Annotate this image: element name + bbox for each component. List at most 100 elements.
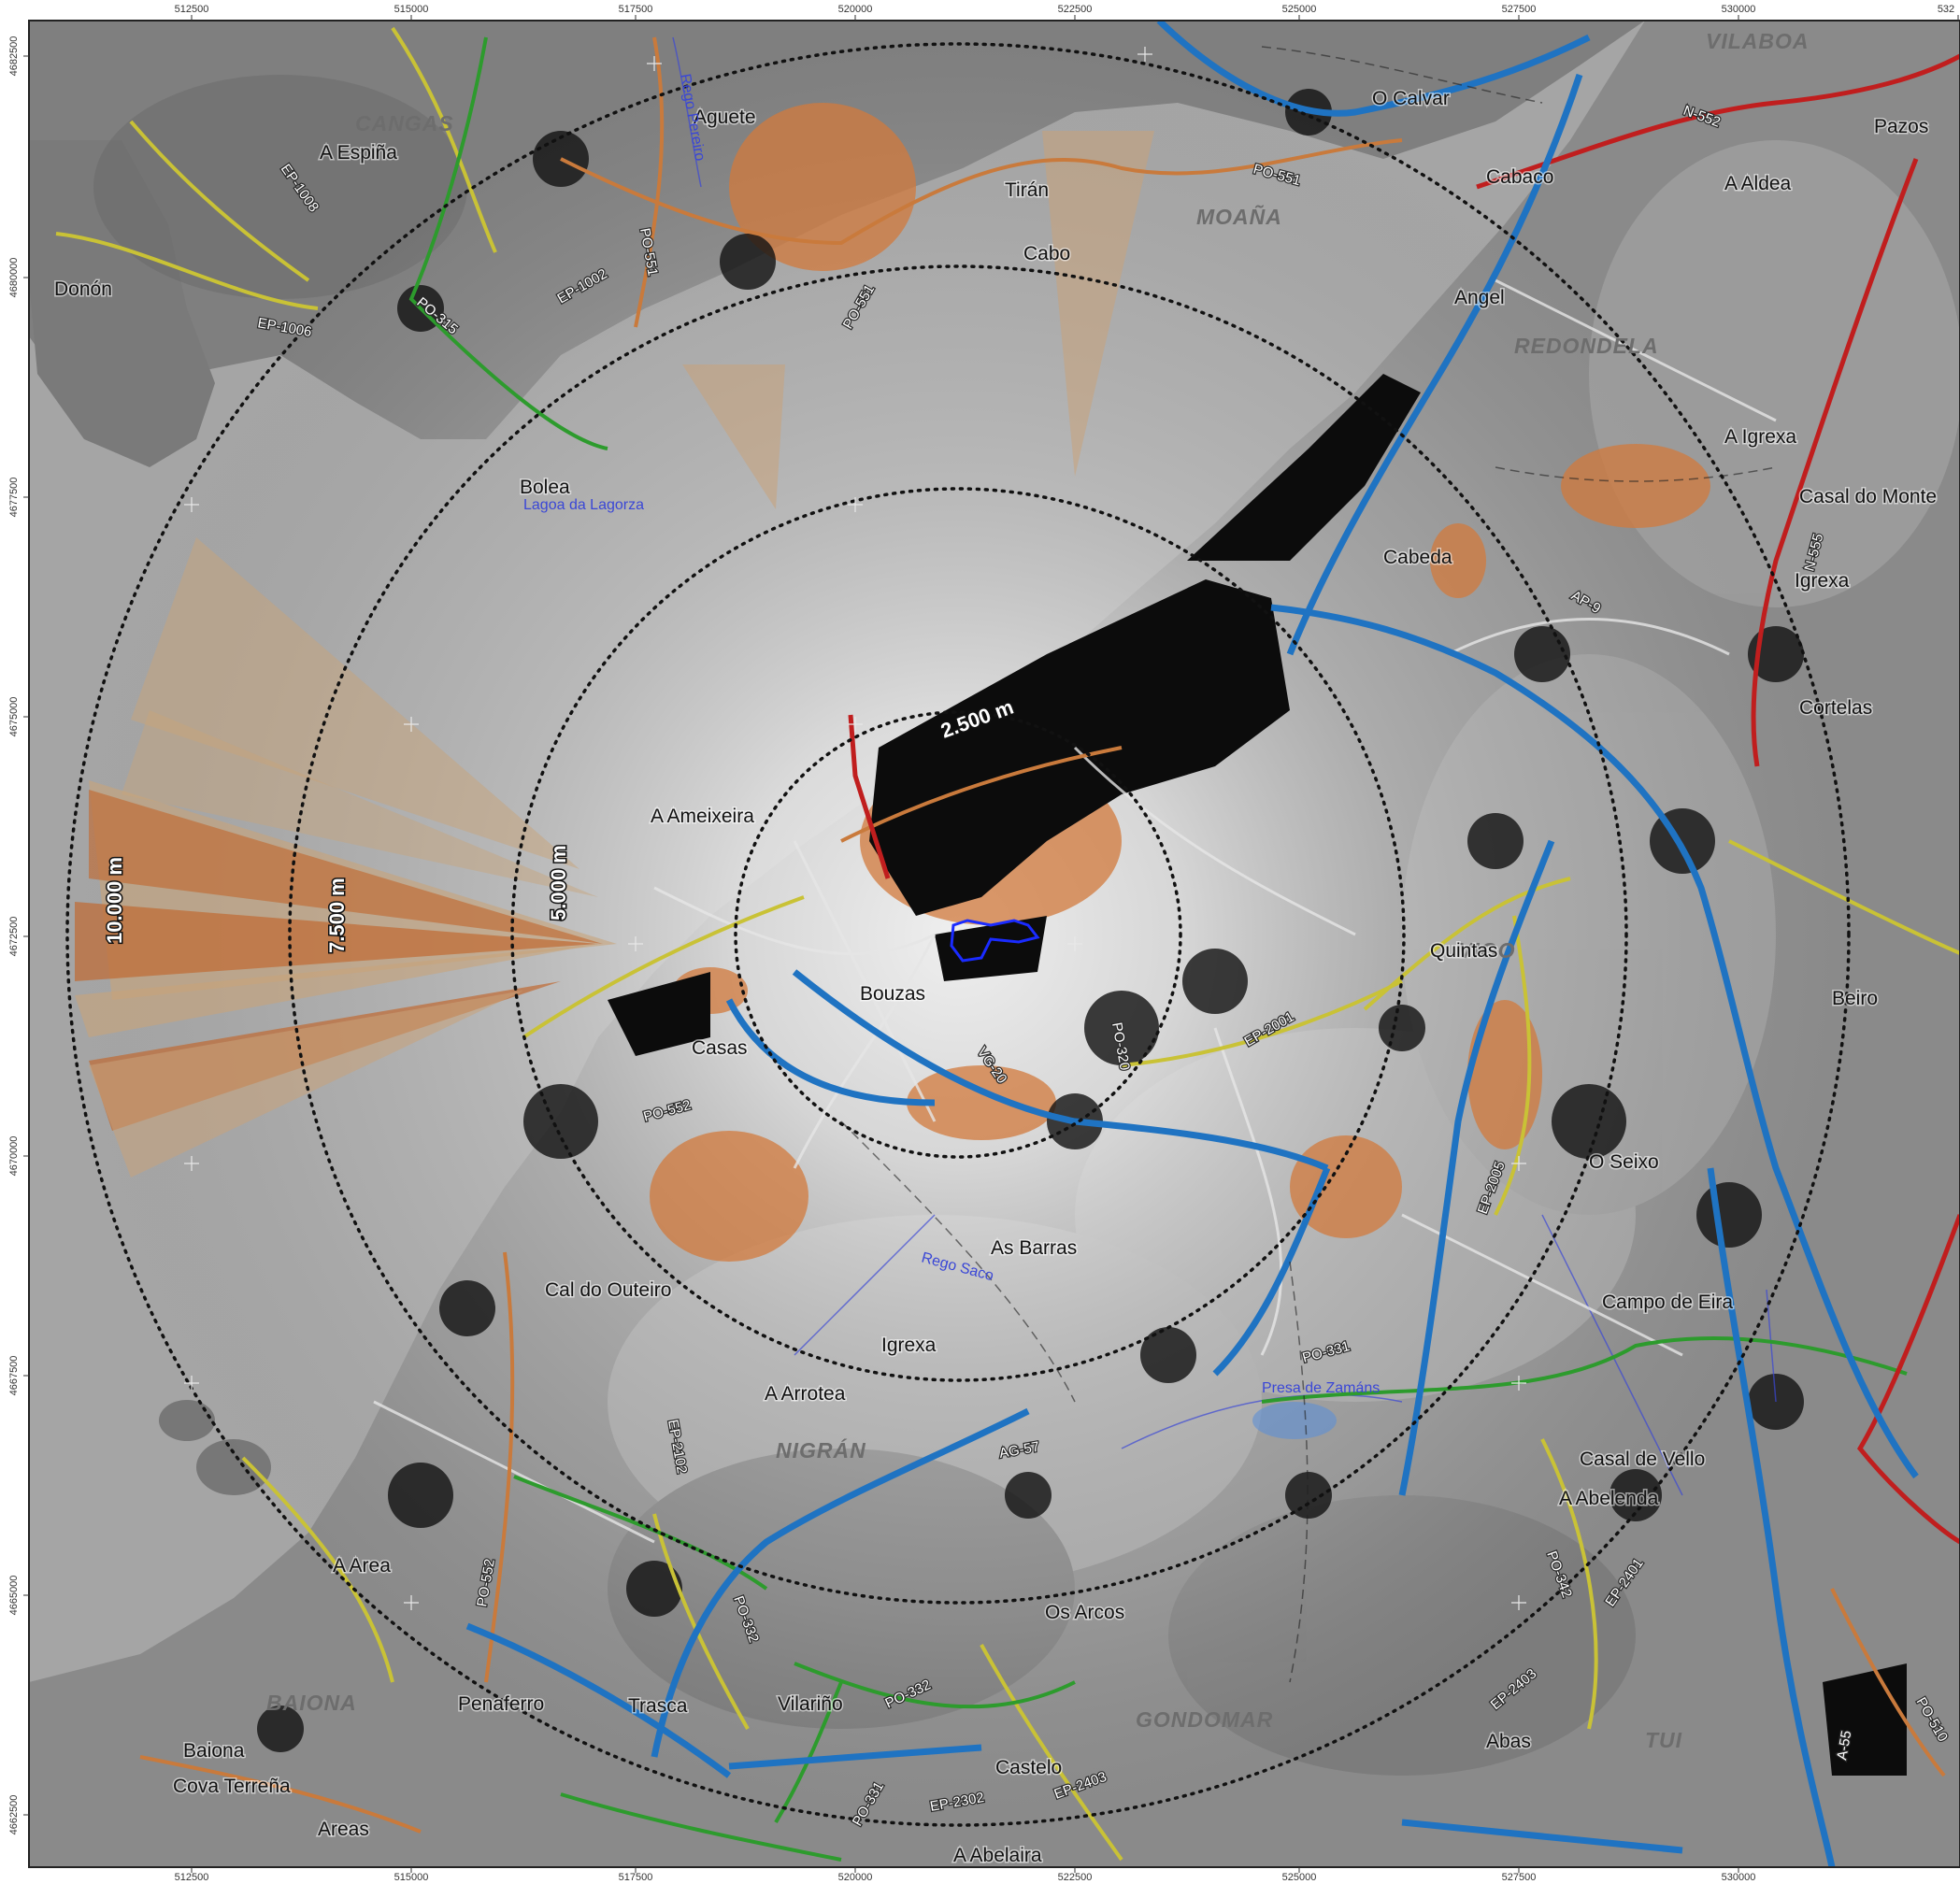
place-label: A Arrotea [765,1383,846,1405]
local-roads [373,278,1777,1544]
ring-label-5000: 5.000 m [547,845,570,921]
land-peninsula [29,140,215,467]
y-tick-label: 4662500 [8,1795,20,1835]
ring-10000 [65,42,1851,1827]
place-label: O Seixo [1589,1151,1659,1173]
road-label: A-55 [1834,1730,1854,1762]
x-tick-label: 515000 [394,4,429,15]
place-label: A Ameixeira [651,806,754,827]
place-label: Casal de Vello [1580,1449,1705,1470]
place-label: Cal do Outeiro [545,1279,671,1301]
place-label: A Igrexa [1724,426,1796,448]
place-label: Abas [1486,1731,1531,1752]
x-tick-label: 530000 [1722,4,1756,15]
y-axis-left: 4682500 4680000 4677500 4675000 4672500 … [8,36,20,1835]
place-label: A Abelenda [1559,1488,1659,1509]
place-label: Donón [54,278,112,300]
municipality-label: TUI [1645,1728,1682,1752]
place-label: Cova Terreña [173,1776,291,1797]
place-label: Igrexa [1795,570,1850,592]
x-tick-label: 522500 [1058,4,1093,15]
place-label: Pazos [1874,116,1928,137]
x-tick-label: 520000 [838,4,873,15]
y-tick-label: 4677500 [8,478,20,518]
place-label: A Espiña [320,142,397,164]
x-tick-label: 517500 [619,4,653,15]
x-tick-label: 515000 [394,1872,429,1883]
place-label: Tirán [1005,179,1049,201]
ring-label-7500: 7.500 m [325,878,349,953]
municipality-label: BAIONA [266,1691,357,1715]
place-label: Beiro [1832,988,1878,1009]
boundaries [840,46,1777,1683]
map-border [28,20,1960,1868]
x-axis-bottom: 512500 515000 517500 520000 522500 52500… [175,1872,1756,1883]
place-label: Cabaco [1486,166,1553,188]
place-label: Cortelas [1799,697,1872,719]
place-label: Baiona [183,1740,245,1762]
visibility-sectors-north [682,131,1154,509]
grid-crosses [184,47,1526,1610]
place-label: Angel [1454,287,1505,308]
visibility-sectors-west [75,537,617,1178]
ring-7500 [288,264,1628,1605]
y-tick-label: 4682500 [8,36,20,77]
y-tick-label: 4675000 [8,697,20,737]
x-tick-label: 527500 [1502,4,1537,15]
regional-roads [55,26,1960,1862]
y-tick-label: 4672500 [8,917,20,957]
national-roads [848,53,1960,1545]
place-label: Casal do Monte [1799,486,1937,507]
y-tick-label: 4667500 [8,1356,20,1396]
place-label: Castelo [995,1757,1062,1778]
place-labels: A Espiña Donón Bolea Aguete Tirán Cabo A… [53,87,1939,1868]
place-label: Os Arcos [1045,1602,1124,1623]
municipality-labels: VILABOA CANGAS MOAÑA REDONDELA VIGO NIGR… [266,29,1810,1752]
x-tick-label: 512500 [175,4,209,15]
place-label: A Aldea [1724,173,1792,194]
municipality-label: GONDOMAR [1136,1707,1273,1732]
x-tick-label: 520000 [838,1872,873,1883]
water-label: Lagoa da Lagorza [523,497,644,513]
place-label: Bouzas [860,983,925,1005]
place-label: Aguete [694,107,756,128]
place-label: Quintas [1430,940,1497,962]
x-tick-label: 525000 [1282,4,1317,15]
island-2 [159,1400,215,1441]
municipality-label: MOAÑA [1196,204,1282,229]
y-tick-label: 4680000 [8,258,20,298]
place-label: Penaferro [458,1693,544,1715]
place-label: Cabeda [1383,547,1452,568]
municipality-label: VILABOA [1706,29,1810,53]
place-label: Cabo [1023,243,1070,264]
municipality-label: CANGAS [355,111,454,136]
frame-ticks [23,15,1959,1873]
place-label: O Calvar [1372,88,1450,109]
ring-5000 [510,487,1406,1382]
reservoir [1252,1402,1337,1439]
municipality-label: NIGRÁN [776,1437,866,1463]
ring-label-10000: 10.000 m [103,857,126,944]
place-label: Areas [318,1819,369,1840]
orange-roads [139,36,1946,1834]
place-label: Igrexa [881,1334,937,1356]
ring-2500 [734,710,1182,1159]
municipality-label: VIGO [1458,938,1516,963]
place-label: Campo de Eira [1602,1292,1733,1313]
x-tick-label: 532 [1938,4,1954,15]
x-tick-label: 530000 [1722,1872,1756,1883]
place-label: Vilariño [778,1693,843,1715]
x-axis-top: 512500 515000 517500 520000 522500 52500… [175,4,1955,15]
urban-fabric [608,374,1907,1776]
x-tick-label: 522500 [1058,1872,1093,1883]
place-label: Bolea [520,477,570,498]
municipality-label: REDONDELA [1514,334,1659,358]
place-label: As Barras [991,1237,1077,1259]
y-tick-label: 4665000 [8,1576,20,1616]
x-tick-label: 512500 [175,1872,209,1883]
place-label: Trasca [628,1695,688,1717]
place-label: Casas [692,1037,748,1059]
study-area-outline [950,919,1040,963]
x-tick-label: 525000 [1282,1872,1317,1883]
